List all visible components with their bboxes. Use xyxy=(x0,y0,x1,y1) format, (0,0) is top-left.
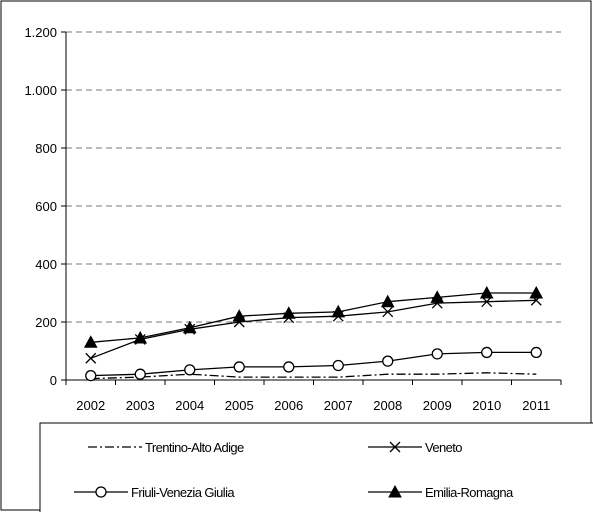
legend-label-emilia: Emilia-Romagna xyxy=(425,485,514,500)
legend-marker-veneto xyxy=(389,441,401,453)
data-point-friuli-venezia-giulia xyxy=(85,369,97,382)
legend-box xyxy=(39,422,593,512)
y-tick-label: 1.200 xyxy=(24,25,57,40)
data-point-friuli-venezia-giulia xyxy=(283,361,295,373)
x-tick-label: 2009 xyxy=(423,398,452,413)
data-point-friuli-venezia-giulia xyxy=(233,361,245,373)
data-point-emilia-romagna xyxy=(182,320,197,334)
data-point-friuli-venezia-giulia xyxy=(431,348,443,360)
series-line-friuli-venezia-giulia xyxy=(90,351,537,377)
legend-item-trentino: Trentino-Alto Adige xyxy=(88,440,245,455)
x-tick-label: 2010 xyxy=(472,398,501,413)
data-point-emilia-romagna xyxy=(380,294,395,308)
y-tick-label: 200 xyxy=(35,315,57,330)
legend-label-veneto: Veneto xyxy=(425,440,462,455)
data-point-friuli-venezia-giulia xyxy=(332,359,344,372)
data-point-emilia-romagna xyxy=(331,304,346,318)
plot-series xyxy=(83,285,544,382)
x-tick-label: 2011 xyxy=(522,398,550,413)
data-point-emilia-romagna xyxy=(479,285,494,299)
data-point-friuli-venezia-giulia xyxy=(134,368,146,380)
legend-item-veneto: Veneto xyxy=(368,440,463,455)
x-tick-label: 2006 xyxy=(274,398,303,413)
x-tick-label: 2007 xyxy=(324,398,353,413)
data-point-emilia-romagna xyxy=(83,335,98,348)
series-line-emilia-romagna xyxy=(90,292,537,343)
x-tick-label: 2002 xyxy=(76,398,105,413)
data-point-friuli-venezia-giulia xyxy=(382,355,394,367)
legend-item-emilia: Emilia-Romagna xyxy=(368,484,515,500)
x-tick-label: 2005 xyxy=(225,398,254,413)
x-tick-label: 2008 xyxy=(373,398,402,413)
data-point-veneto xyxy=(382,306,394,318)
y-tick-label: 1.000 xyxy=(24,83,57,98)
legend-item-friuli: Friuli-Venezia Giulia xyxy=(74,485,236,500)
y-tick-label: 600 xyxy=(35,199,57,214)
y-tick-label: 400 xyxy=(35,257,57,272)
legend-label-friuli: Friuli-Venezia Giulia xyxy=(131,485,235,500)
y-ticks: 0 200 400 600 800 1.000 1.200 xyxy=(24,25,66,388)
legend-label-trentino: Trentino-Alto Adige xyxy=(145,440,244,455)
data-point-emilia-romagna xyxy=(430,290,445,303)
legend-marker-emilia xyxy=(388,484,402,498)
y-tick-label: 0 xyxy=(50,373,57,388)
data-point-friuli-venezia-giulia xyxy=(530,346,542,359)
x-ticks: 2002 2003 2004 2005 2006 2007 2008 2009 2010 2011 xyxy=(65,380,562,413)
x-tick-label: 2003 xyxy=(126,398,155,413)
data-point-friuli-venezia-giulia xyxy=(481,346,493,359)
gridlines xyxy=(66,31,561,323)
data-point-emilia-romagna xyxy=(232,309,247,322)
y-tick-label: 800 xyxy=(35,141,57,156)
data-point-emilia-romagna xyxy=(133,330,148,344)
data-point-friuli-venezia-giulia xyxy=(184,364,196,376)
legend-marker-friuli xyxy=(95,486,107,498)
data-point-emilia-romagna xyxy=(281,306,296,319)
legend: Trentino-Alto Adige Veneto Friuli-Venezi… xyxy=(39,422,593,512)
series-line-veneto xyxy=(90,299,537,359)
series-line-trentino-alto-adige xyxy=(90,372,537,380)
x-tick-label: 2004 xyxy=(175,398,204,413)
data-point-emilia-romagna xyxy=(529,285,544,299)
data-point-veneto xyxy=(85,352,97,364)
